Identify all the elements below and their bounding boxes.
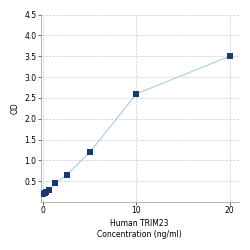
Point — [88, 150, 92, 154]
Point — [53, 182, 57, 186]
Point — [134, 92, 138, 96]
Point — [44, 190, 48, 194]
Point — [43, 191, 47, 195]
Point — [228, 54, 232, 58]
Point — [65, 173, 69, 177]
Point — [41, 192, 45, 196]
Point — [47, 188, 51, 192]
X-axis label: Human TRIM23
Concentration (ng/ml): Human TRIM23 Concentration (ng/ml) — [97, 220, 182, 239]
Y-axis label: OD: OD — [11, 102, 20, 114]
